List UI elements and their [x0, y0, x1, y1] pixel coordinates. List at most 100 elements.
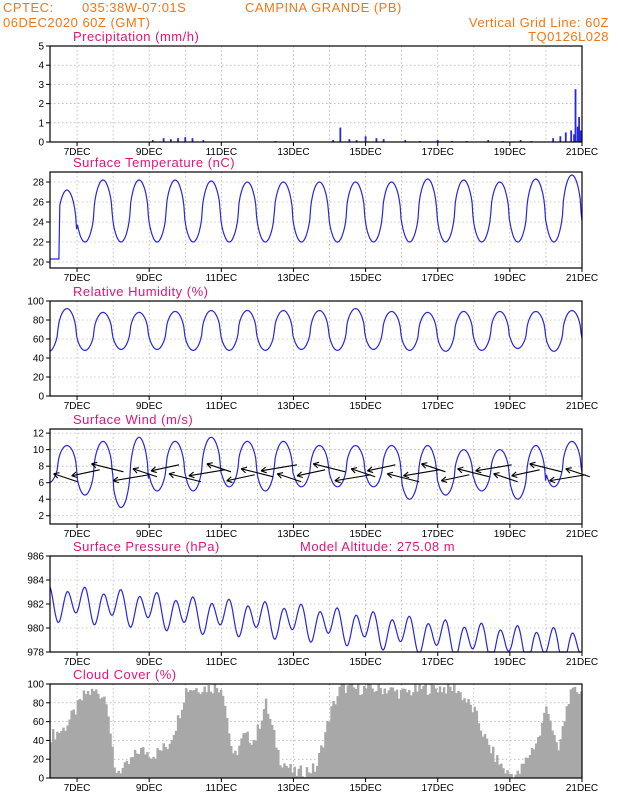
wind-arrow-head	[403, 475, 410, 479]
cloud-bar	[238, 745, 241, 778]
cloud-bar	[377, 684, 380, 778]
cloud-bar	[119, 773, 123, 778]
x-tick-label: 17DEC	[422, 147, 454, 158]
cloud-bar	[469, 704, 472, 778]
cloud-bar	[391, 687, 395, 778]
wind-arrow	[168, 473, 202, 483]
cloud-bar	[293, 766, 296, 778]
y-tick-label: 20	[33, 755, 45, 766]
wind-arrow	[132, 468, 158, 478]
cloud-bar	[113, 767, 116, 778]
wind-arrow-head	[112, 476, 119, 482]
y-tick-label: 20	[33, 258, 45, 269]
x-tick-label: 9DEC	[136, 657, 163, 668]
cloud-bar	[406, 692, 409, 778]
wind-arrow	[91, 463, 124, 473]
cloud-bar	[236, 755, 239, 778]
precip-bar	[151, 140, 154, 142]
y-tick-label: 986	[27, 552, 44, 563]
x-tick-label: 7DEC	[64, 147, 91, 158]
x-tick-label: 9DEC	[136, 529, 163, 540]
cloud-bar	[129, 757, 133, 778]
cloud-bar	[424, 684, 427, 778]
precip-bar	[169, 139, 172, 142]
wind-arrow-head	[53, 472, 60, 475]
y-tick-label: 40	[33, 736, 45, 747]
x-tick-label: 9DEC	[136, 783, 163, 794]
cloud-bar	[217, 692, 221, 778]
wind-arrow	[475, 464, 512, 472]
cloud-bar	[571, 687, 575, 778]
cloud-bar	[326, 720, 329, 778]
cloud-bar	[369, 684, 372, 778]
cloud-bar	[82, 690, 86, 778]
y-tick-label: 22	[33, 238, 45, 249]
cloud-bar	[420, 689, 423, 778]
cloud-bar	[144, 754, 147, 778]
cloud-bar	[348, 684, 352, 778]
wind-arrow-head	[441, 480, 448, 483]
precip-bar	[184, 137, 187, 142]
cloud-bar	[86, 691, 90, 778]
cloud-bar	[412, 692, 415, 778]
precip-bar	[202, 140, 205, 142]
cloud-bar	[275, 747, 278, 778]
model-altitude-label: Model Altitude: 275.08 m	[300, 539, 455, 554]
cloud-bar	[201, 691, 204, 778]
x-tick-label: 21DEC	[566, 657, 598, 668]
cloud-bar	[545, 706, 548, 778]
cloud-bar	[395, 689, 399, 778]
panel-title-precip: Precipitation (mm/h)	[73, 29, 199, 44]
cloud-bar	[189, 689, 192, 778]
cloud-bar	[316, 765, 319, 778]
x-tick-label: 13DEC	[277, 529, 309, 540]
x-tick-label: 19DEC	[494, 783, 526, 794]
cloud-bar	[561, 726, 564, 778]
cloud-bar	[215, 688, 219, 778]
wind-arrow-head	[440, 476, 447, 482]
x-tick-label: 9DEC	[136, 273, 163, 284]
cloud-bar	[465, 702, 468, 778]
cloud-bar	[543, 712, 546, 778]
y-tick-label: 5	[38, 42, 44, 53]
y-tick-label: 0	[38, 392, 44, 403]
cloud-bar	[60, 730, 63, 778]
y-tick-label: 982	[27, 600, 44, 611]
wind-arrow-head	[351, 467, 358, 470]
wind-arrow	[493, 473, 518, 483]
cloud-bar	[471, 712, 474, 778]
wind-arrow-head	[475, 466, 481, 472]
cloud-bar	[553, 735, 556, 778]
x-tick-label: 15DEC	[349, 147, 381, 158]
precip-bar	[576, 126, 579, 142]
cloud-bar	[389, 687, 393, 778]
cloud-bar	[422, 685, 425, 778]
wind-arrow-head	[386, 473, 393, 479]
y-tick-label: 4	[38, 61, 44, 72]
cloud-bar	[367, 684, 370, 778]
cloud-bar	[230, 746, 233, 778]
x-tick-label: 9DEC	[136, 401, 163, 412]
cloud-bar	[127, 764, 131, 778]
wind-arrow-head	[565, 467, 572, 470]
cloud-bar	[467, 699, 470, 778]
cloud-bar	[289, 763, 292, 778]
wind-arrow	[206, 463, 232, 473]
cloud-bar	[375, 690, 378, 778]
panel-precip: 0 1 2 3 4 5 7DEC 9DEC 11DEC 13DEC 15DEC 17DEC 19DEC 2…	[38, 29, 598, 158]
cloud-bar	[393, 691, 397, 778]
cloud-bar	[66, 725, 69, 778]
x-tick-label: 13DEC	[277, 273, 309, 284]
cloud-bar	[477, 723, 481, 778]
cloud-bar	[489, 753, 493, 778]
y-tick-label: 28	[33, 178, 45, 189]
panel-frame	[49, 45, 583, 143]
cloud-bar	[250, 744, 253, 778]
cloud-bar	[473, 706, 476, 778]
cloud-bar	[311, 763, 315, 778]
cloud-bar	[500, 763, 503, 778]
cloud-bar	[305, 767, 309, 778]
x-tick-label: 13DEC	[277, 657, 309, 668]
cloud-bar	[565, 706, 569, 778]
cloud-bar	[174, 730, 178, 778]
